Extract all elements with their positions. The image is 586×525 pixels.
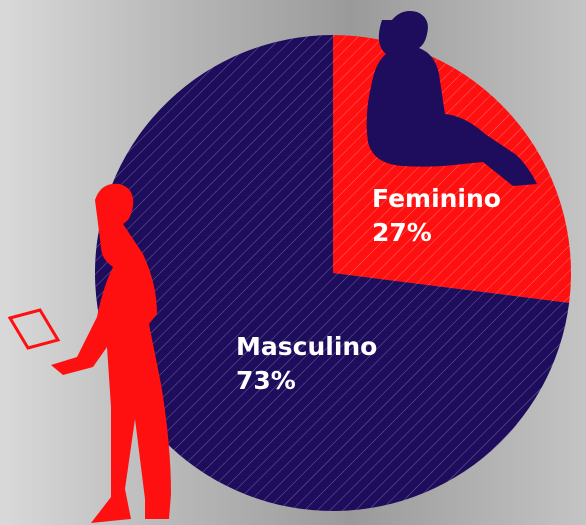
chart: Feminino 27% Masculino 73% — [0, 0, 586, 525]
slice-label: Masculino — [236, 332, 377, 361]
slice-value-label: 27% — [372, 218, 432, 247]
slice-value-label: 73% — [236, 366, 296, 395]
slice-label: Feminino — [372, 184, 501, 213]
